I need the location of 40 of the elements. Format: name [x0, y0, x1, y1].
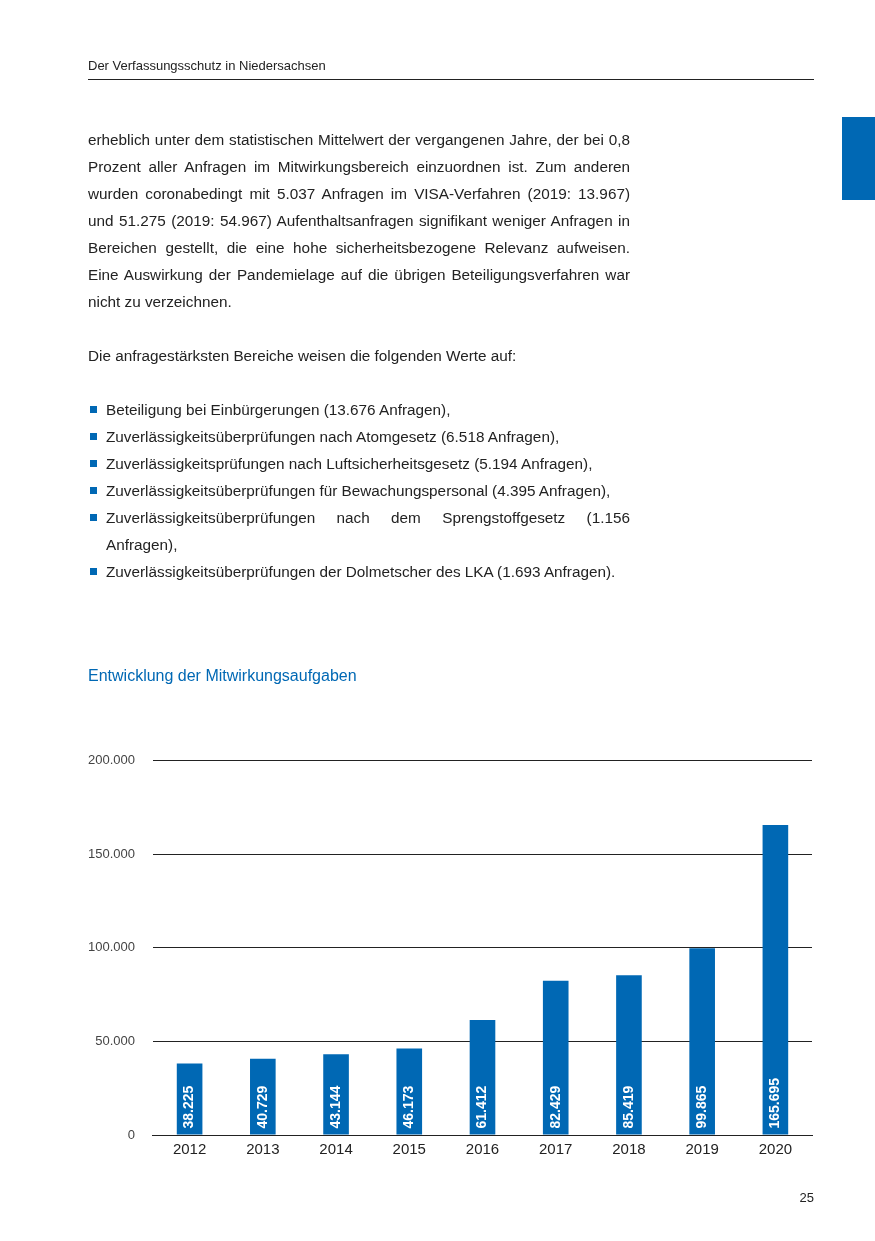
text: Zuverlässigkeitsüberprüfungen nach dem Sprengstoffgesetz (1.156 Anfragen),	[105, 508, 630, 555]
data-label: 165.695	[766, 1077, 783, 1129]
text: 25	[798, 1190, 814, 1205]
data-label: 40.729	[253, 1085, 270, 1129]
bar	[396, 1048, 423, 1135]
data-label: 99.865	[693, 1085, 710, 1129]
data-label: 85.419	[619, 1085, 636, 1129]
text: Zuverlässigkeitsüberprüfungen der Dolmetscher des LKA (1.693 Anfragen).	[105, 562, 617, 582]
text: Zuverlässigkeitsüberprüfungen nach Atomgesetz (6.518 Anfragen),	[105, 427, 561, 447]
y-tick-label: 100.000	[87, 939, 135, 955]
y-tick-label: 200.000	[87, 752, 135, 768]
text: Zuverlässigkeitsprüfungen nach Luftsicherheitsgesetz (5.194 Anfragen),	[105, 454, 594, 474]
data-label: 38.225	[180, 1085, 197, 1129]
y-tick-label: 0	[127, 1126, 135, 1142]
data-label: 61.412	[473, 1085, 490, 1129]
x-tick-label: 2019	[685, 1140, 719, 1158]
data-label: 46.173	[400, 1085, 417, 1129]
data-label: 43.144	[326, 1085, 343, 1129]
text: Zuverlässigkeitsüberprüfungen für Bewachungspersonal (4.395 Anfragen),	[105, 481, 612, 501]
y-tick-label: 150.000	[87, 845, 135, 861]
bar	[323, 1054, 349, 1135]
y-tick-label: 50.000	[95, 1033, 135, 1049]
bar	[762, 824, 789, 1135]
bar	[542, 980, 569, 1135]
text: Die anfragestärksten Bereiche weisen die folgenden Werte auf:	[88, 346, 518, 366]
bar	[616, 975, 642, 1135]
x-tick-label: 2016	[465, 1140, 500, 1158]
x-tick-label: 2018	[612, 1140, 646, 1158]
data-label: 82.429	[546, 1085, 563, 1129]
text: erheblich unter dem statistischen Mittelwert der vergangenen Jahre, der bei 0,8 Prozent aller Anfragen im Mitwirkungsbereich einzuordnen ist. Zum anderen wurden coronabedingt mit 5.037 Anfragen im VISA-Verfahren (2019: 13.967) und 51.275 (2019: 54.967) Aufenthaltsanfragen signifikant weniger Anfragen in Bereichen gestellt, die eine hohe sicherheitsbezogene Relevanz aufweisen. Eine Auswirkung der Pandemielage auf die übrigen Beteiligungsverfahren war nicht zu verzeichnen.	[88, 130, 630, 312]
chart-title: Entwicklung der Mitwirkungsaufgaben	[88, 667, 357, 685]
x-tick-label: 2020	[758, 1140, 793, 1158]
x-tick-label: 2015	[392, 1140, 426, 1158]
bar	[689, 948, 715, 1135]
x-tick-label: 2013	[246, 1140, 280, 1158]
x-tick-label: 2012	[172, 1140, 207, 1158]
text: Der Verfassungsschutz in Niedersachsen	[88, 58, 814, 80]
x-tick-label: 2017	[539, 1140, 573, 1158]
text: Beteiligung bei Einbürgerungen (13.676 Anfragen),	[105, 400, 452, 420]
x-tick-label: 2014	[319, 1140, 353, 1158]
